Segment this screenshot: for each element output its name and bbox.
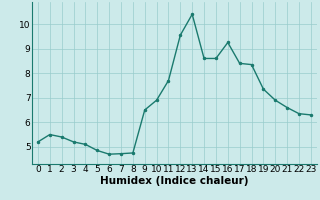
- X-axis label: Humidex (Indice chaleur): Humidex (Indice chaleur): [100, 176, 249, 186]
